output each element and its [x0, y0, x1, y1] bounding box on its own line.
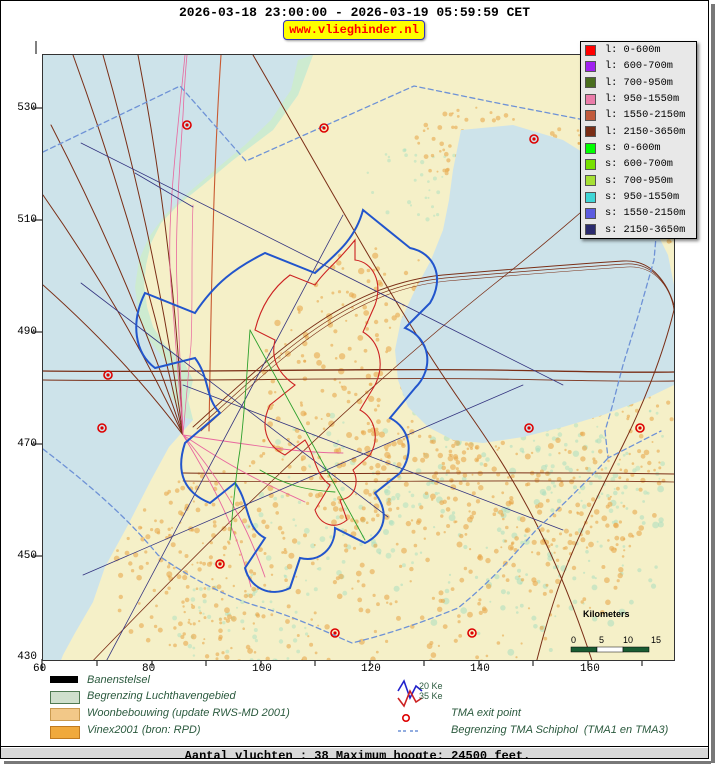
- svg-text:0: 0: [571, 635, 576, 645]
- svg-text:5: 5: [599, 635, 604, 645]
- svg-text:10: 10: [623, 635, 633, 645]
- svg-text:Kilometers: Kilometers: [583, 609, 630, 619]
- svg-text:15: 15: [651, 635, 661, 645]
